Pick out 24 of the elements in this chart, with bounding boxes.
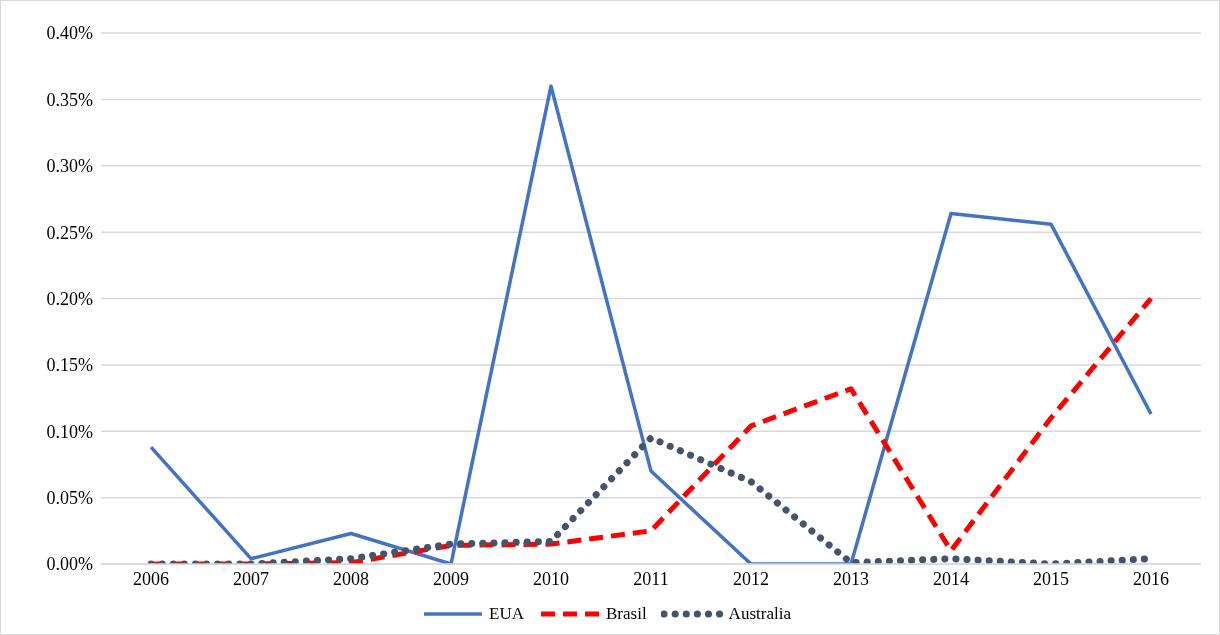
legend-label: Australia: [728, 604, 791, 624]
x-tick-label: 2006: [133, 568, 169, 589]
y-tick-label: 0.15%: [46, 355, 93, 376]
x-tick-label: 2014: [933, 568, 969, 589]
line-series: [149, 84, 1153, 564]
x-tick-label: 2011: [633, 568, 669, 589]
y-tick-label: 0.25%: [46, 222, 93, 243]
y-tick-label: 0.00%: [46, 554, 93, 575]
x-tick-label: 2012: [733, 568, 769, 589]
legend-label: EUA: [489, 604, 524, 624]
legend-label: Brasil: [606, 604, 647, 624]
x-tick-label: 2008: [333, 568, 369, 589]
x-tick-label: 2010: [533, 568, 569, 589]
y-tick-label: 0.35%: [46, 89, 93, 110]
y-tick-label: 0.10%: [46, 421, 93, 442]
y-tick-label: 0.20%: [46, 288, 93, 309]
x-tick-label: 2016: [1133, 568, 1169, 589]
y-tick-label: 0.05%: [46, 488, 93, 509]
y-tick-label: 0.30%: [46, 156, 93, 177]
x-tick-label: 2015: [1033, 568, 1069, 589]
y-tick-label: 0.40%: [46, 23, 93, 44]
x-tick-label: 2013: [833, 568, 869, 589]
x-tick-label: 2007: [233, 568, 269, 589]
x-tick-label: 2009: [433, 568, 469, 589]
